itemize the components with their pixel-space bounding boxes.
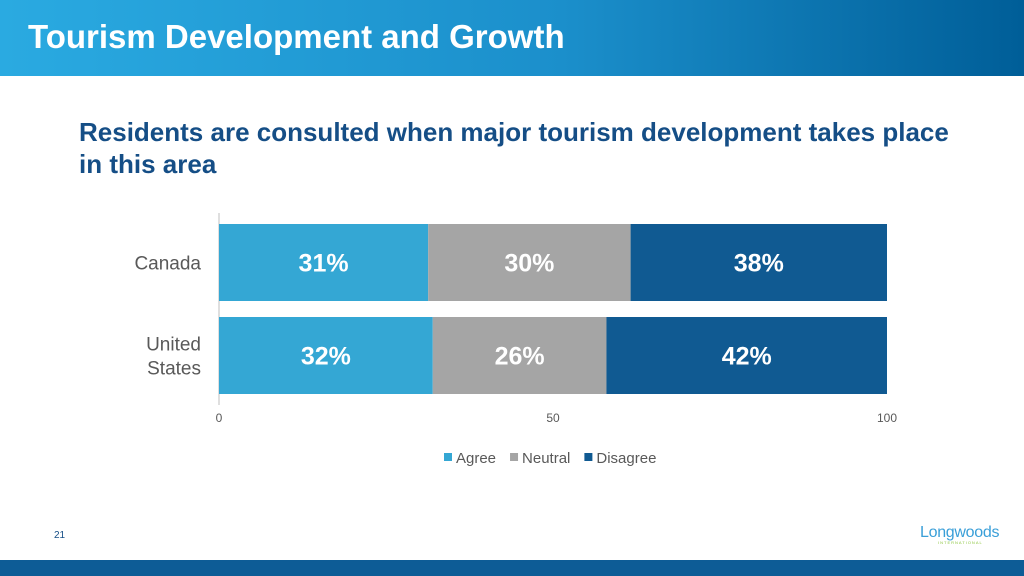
legend-swatch-agree bbox=[444, 453, 452, 461]
data-label: 38% bbox=[734, 250, 784, 278]
x-tick-label: 0 bbox=[216, 411, 223, 425]
legend-swatch-neutral bbox=[510, 453, 519, 461]
category-label: United bbox=[146, 335, 201, 356]
legend-label: Agree bbox=[456, 450, 496, 467]
bar-neutral bbox=[428, 224, 631, 301]
header-banner: Tourism Development and Growth bbox=[0, 0, 1024, 76]
data-label: 30% bbox=[504, 250, 554, 278]
category-label: States bbox=[147, 359, 201, 380]
page-number: 21 bbox=[54, 530, 66, 541]
x-tick-label: 50 bbox=[546, 411, 560, 425]
data-label: 26% bbox=[495, 343, 545, 371]
longwoods-logo: Longwoods INTERNATIONAL bbox=[920, 524, 1000, 545]
data-label: 31% bbox=[299, 250, 349, 278]
bar-neutral bbox=[432, 317, 607, 394]
bar-agree bbox=[219, 224, 429, 301]
footer-bar bbox=[0, 560, 1024, 576]
data-label: 32% bbox=[301, 343, 351, 371]
bar-disagree bbox=[630, 224, 887, 301]
legend-swatch-disagree bbox=[584, 453, 593, 461]
category-label: Canada bbox=[134, 254, 201, 275]
legend-label: Neutral bbox=[522, 450, 570, 467]
bar-agree bbox=[219, 317, 433, 394]
chart-title: Residents are consulted when major touri… bbox=[79, 117, 949, 179]
bar-disagree bbox=[606, 317, 887, 394]
x-tick-label: 100 bbox=[877, 411, 897, 425]
legend-label: Disagree bbox=[596, 450, 656, 467]
data-label: 42% bbox=[722, 343, 772, 371]
slide-title: Tourism Development and Growth bbox=[28, 18, 565, 55]
